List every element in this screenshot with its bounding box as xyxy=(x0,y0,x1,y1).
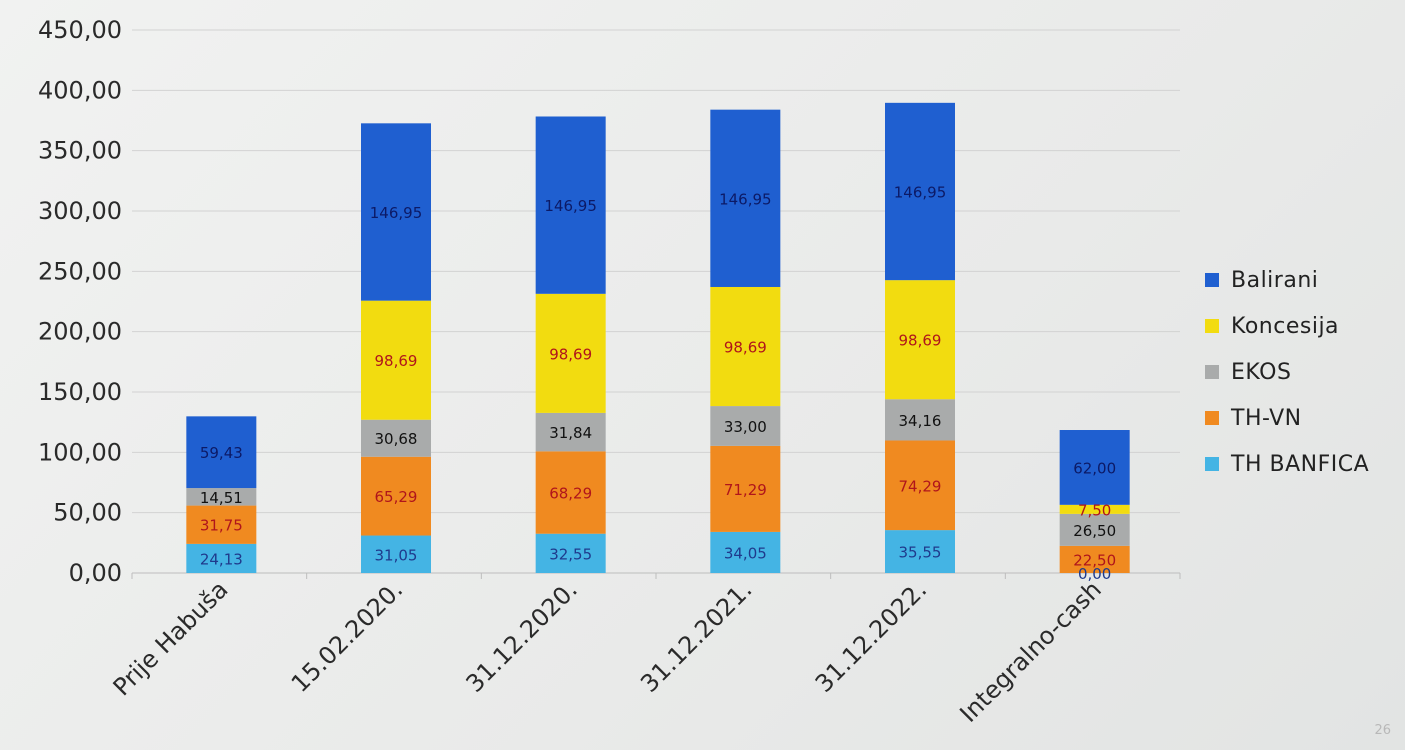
bar-segment-th-banfica xyxy=(710,531,781,573)
legend-swatch xyxy=(1205,411,1219,425)
legend-label: TH-VN xyxy=(1231,405,1302,431)
bar-segment-koncesija xyxy=(885,280,955,400)
y-tick-label: 350,00 xyxy=(38,137,122,165)
legend-swatch xyxy=(1205,319,1219,333)
gridlines xyxy=(131,29,1181,579)
data-label: 146,95 xyxy=(719,190,772,208)
bar-segment-th-banfica xyxy=(535,533,606,573)
data-label: 31,75 xyxy=(200,517,243,535)
legend-swatch xyxy=(1205,457,1219,471)
data-label: 31,05 xyxy=(375,546,418,564)
legend-item: Koncesija xyxy=(1205,313,1369,339)
legend-item: TH-VN xyxy=(1205,405,1369,431)
bar-segment-th-vn xyxy=(710,445,781,532)
x-axis-ticks: Prije Habuša 15.02.2020. 31.12.2020. 31.12.… xyxy=(108,575,1107,727)
data-label: 68,29 xyxy=(549,485,592,503)
x-tick-label: 31.12.2021. xyxy=(635,575,757,697)
legend-item: TH BANFICA xyxy=(1205,451,1370,477)
bar-segment-balirani xyxy=(535,116,606,294)
bar-segment-ekos xyxy=(1059,513,1130,546)
y-tick-label: 450,00 xyxy=(38,16,122,44)
data-labels: 24,13 31,75 14,51 59,43 31,05 65,29 30,68 98,69… xyxy=(200,183,1116,583)
data-label: 0,00 xyxy=(1078,565,1111,583)
bar-segment-ekos xyxy=(361,419,431,457)
data-label: 62,00 xyxy=(1073,459,1116,477)
bar-segment-koncesija xyxy=(710,286,781,407)
data-label: 34,16 xyxy=(899,412,942,430)
data-label: 30,68 xyxy=(375,430,418,448)
data-label: 31,84 xyxy=(549,424,592,442)
data-label: 59,43 xyxy=(200,444,243,462)
bar-segment-koncesija xyxy=(535,293,606,413)
bar-segment-th-vn xyxy=(535,451,606,534)
data-label: 146,95 xyxy=(894,183,947,201)
bar-segment-balirani xyxy=(1059,430,1130,505)
legend-item: Balirani xyxy=(1205,267,1369,293)
bar-segment-th-vn xyxy=(1059,545,1130,573)
y-tick-label: 0,00 xyxy=(69,559,122,587)
y-tick-label: 200,00 xyxy=(38,318,122,346)
y-tick-label: 100,00 xyxy=(38,438,122,466)
data-label: 24,13 xyxy=(200,550,243,568)
legend-label: TH BANFICA xyxy=(1231,451,1370,477)
bar-segment-balirani xyxy=(186,416,257,489)
data-label: 98,69 xyxy=(549,345,592,363)
bar-segment-th-vn xyxy=(186,505,257,544)
bar-segment-ekos xyxy=(885,399,955,441)
x-tick-label: 15.02.2020. xyxy=(286,575,408,697)
legend-label: Balirani xyxy=(1231,267,1319,293)
chart-legend: Balirani Koncesija EKOS TH-VN TH BANFICA xyxy=(1205,267,1370,477)
bar-segment-ekos xyxy=(186,488,257,506)
y-tick-label: 300,00 xyxy=(38,197,122,225)
data-label: 32,55 xyxy=(549,545,592,563)
data-label: 98,69 xyxy=(724,339,767,357)
data-label: 71,29 xyxy=(724,481,767,499)
data-label: 22,50 xyxy=(1073,551,1116,569)
bars xyxy=(186,102,1130,573)
x-tick-label: 31.12.2022. xyxy=(810,575,932,697)
bar-segment-koncesija xyxy=(361,300,431,420)
legend-swatch xyxy=(1205,365,1219,379)
data-label: 146,95 xyxy=(370,204,423,222)
x-tick-label: Integralno-cash xyxy=(954,575,1106,727)
bar-segment-th-vn xyxy=(885,440,955,531)
data-label: 98,69 xyxy=(899,332,942,350)
x-tick-label: 31.12.2020. xyxy=(461,575,583,697)
data-label: 35,55 xyxy=(899,544,942,562)
y-tick-label: 50,00 xyxy=(53,499,122,527)
data-label: 98,69 xyxy=(375,352,418,370)
bar-segment-th-vn xyxy=(361,456,431,536)
data-label: 33,00 xyxy=(724,418,767,436)
bar-segment-ekos xyxy=(710,406,781,446)
legend-swatch xyxy=(1205,273,1219,287)
legend-label: EKOS xyxy=(1231,359,1292,385)
bar-segment-th-banfica xyxy=(361,535,431,573)
bar-segment-balirani xyxy=(885,102,955,281)
bar-segment-th-banfica xyxy=(885,530,955,573)
bar-segment-th-banfica xyxy=(186,543,257,573)
page-number: 26 xyxy=(1374,723,1391,738)
data-label: 65,29 xyxy=(375,488,418,506)
bar-segment-balirani xyxy=(361,123,431,301)
data-label: 74,29 xyxy=(899,477,942,495)
bar-segment-ekos xyxy=(535,412,606,452)
data-label: 26,50 xyxy=(1073,522,1116,540)
data-label: 34,05 xyxy=(724,544,767,562)
data-label: 14,51 xyxy=(200,489,243,507)
legend-label: Koncesija xyxy=(1231,313,1340,339)
y-tick-label: 250,00 xyxy=(38,257,122,285)
bar-segment-koncesija xyxy=(1059,504,1130,514)
x-tick-label: Prije Habuša xyxy=(108,575,234,701)
y-tick-label: 150,00 xyxy=(38,378,122,406)
legend-item: EKOS xyxy=(1205,359,1369,385)
y-tick-label: 400,00 xyxy=(38,76,122,104)
data-label: 146,95 xyxy=(544,197,597,215)
y-axis-ticks: 0,00 50,00 100,00 150,00 200,00 250,00 300,00 3… xyxy=(38,16,122,587)
data-label: 7,50 xyxy=(1078,501,1111,519)
bar-segment-balirani xyxy=(710,109,781,287)
